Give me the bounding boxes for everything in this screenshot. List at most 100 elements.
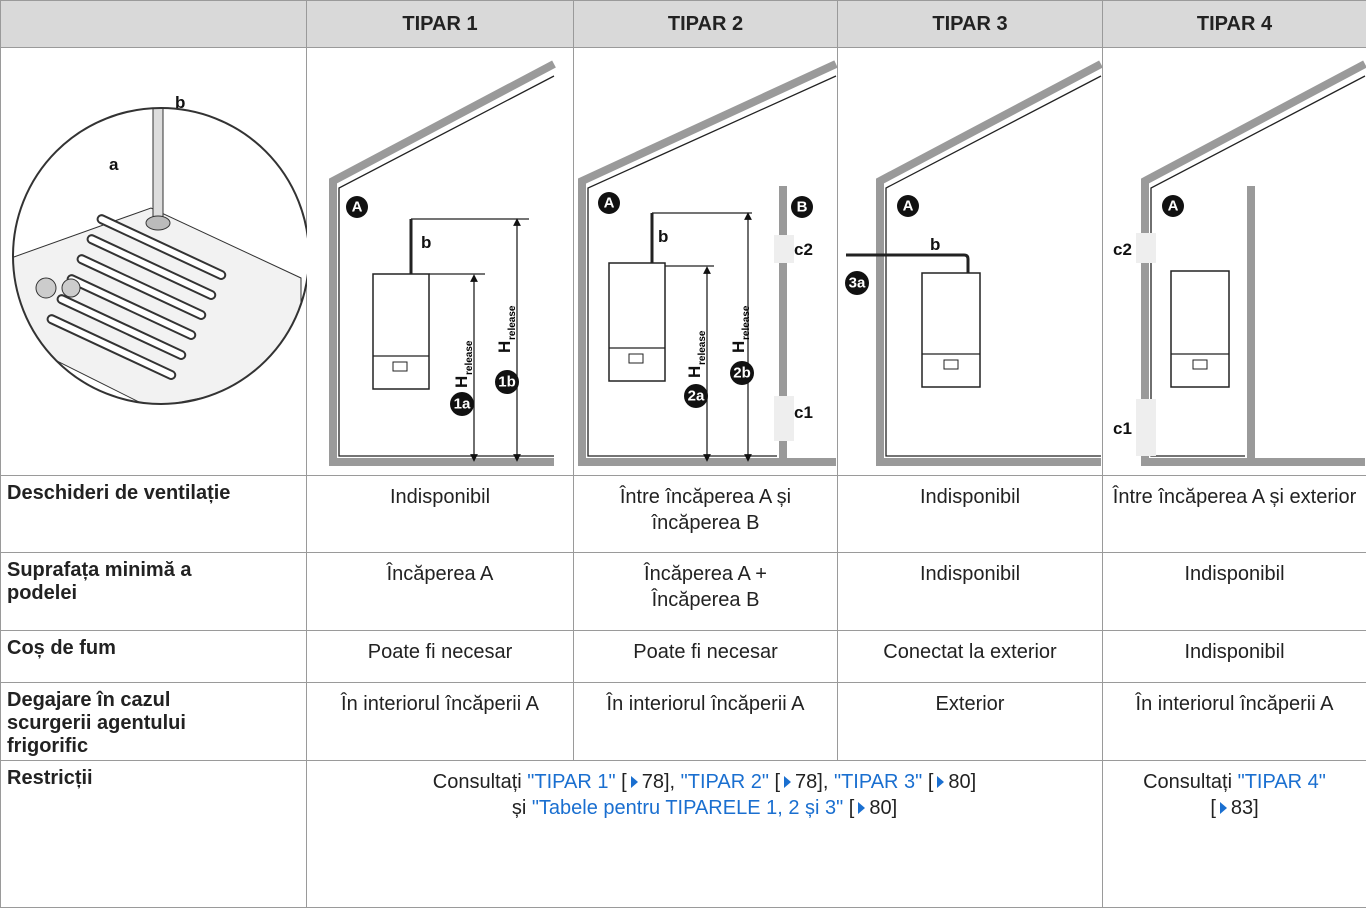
detail-figure: b a [12, 93, 310, 405]
marker-label: 2a [688, 388, 705, 405]
height-label: H [452, 376, 471, 388]
header-cell: TIPAR 3 [837, 0, 1103, 48]
detail-label: b [175, 93, 185, 112]
cell: Între încăperea A și încăperea B [573, 475, 838, 553]
row-label: Degajare în cazul scurgerii agentului fr… [0, 682, 307, 761]
table-row: Restricții Consultați "TIPAR 1" [78], "T… [0, 760, 1366, 908]
height-label: H [685, 366, 704, 378]
ref-icon [858, 802, 866, 814]
row-label-text: Restricții [7, 767, 93, 789]
tipar-3-figure: A b 3a [845, 60, 1103, 466]
vent-label: c2 [794, 240, 813, 259]
restriction-cell: Consultați "TIPAR 4" [83] [1102, 760, 1366, 908]
header-cell: TIPAR 1 [306, 0, 574, 48]
text: [ [1210, 797, 1216, 819]
vent-label: c1 [1113, 419, 1132, 438]
row-label-text: Coș de fum [7, 637, 116, 659]
header-row: TIPAR 1 TIPAR 2 TIPAR 3 TIPAR 4 [0, 0, 1366, 48]
table-row: Suprafața minimă a podelei Încăperea A Î… [0, 552, 1366, 631]
text: ], [663, 771, 681, 793]
link[interactable]: "TIPAR 2" [680, 771, 769, 793]
room-label: B [797, 199, 808, 216]
cell: Indisponibil [837, 552, 1103, 631]
header-cell: TIPAR 4 [1102, 0, 1366, 48]
cell: Exterior [837, 682, 1103, 761]
cell: Poate fi necesar [573, 630, 838, 683]
cell: Indisponibil [1102, 552, 1366, 631]
pipe-label: b [930, 235, 940, 254]
text: Consultați [1143, 771, 1238, 793]
cell: În interiorul încăperii A [306, 682, 574, 761]
text: [ [615, 771, 627, 793]
restriction-cell: Consultați "TIPAR 1" [78], "TIPAR 2" [78… [306, 760, 1103, 908]
tipar-4-figure: A c2 c1 [1113, 60, 1366, 466]
header-cell: TIPAR 2 [573, 0, 838, 48]
page-ref: 83 [1230, 797, 1254, 819]
cell: Încăperea A [306, 552, 574, 631]
text: ] [1253, 797, 1259, 819]
row-label-text: Deschideri de ventilație [7, 482, 231, 504]
link[interactable]: "TIPAR 4" [1237, 771, 1326, 793]
room-label: A [1168, 198, 1179, 215]
text: [ [843, 797, 855, 819]
marker-label: 1a [454, 396, 471, 413]
vent-label: c2 [1113, 240, 1132, 259]
ref-icon [937, 776, 945, 788]
height-label: H [729, 341, 748, 353]
row-label: Restricții [0, 760, 307, 908]
height-sub: release [464, 340, 475, 375]
cell: Încăperea A + Încăperea B [573, 552, 838, 631]
cell: Indisponibil [1102, 630, 1366, 683]
table-row: Coș de fum Poate fi necesar Poate fi nec… [0, 630, 1366, 683]
link[interactable]: "TIPAR 3" [833, 771, 923, 793]
figure-cell: A c2 c1 [1102, 47, 1366, 476]
page-ref: 80 [948, 771, 971, 793]
figure-cell: A b 3a [837, 47, 1103, 476]
ref-icon [784, 776, 792, 788]
page-ref: 80 [869, 797, 892, 819]
ref-icon [630, 776, 638, 788]
page-ref: 78 [641, 771, 664, 793]
pipe-label: b [658, 227, 668, 246]
text: [ [768, 771, 781, 793]
table-row: Deschideri de ventilație Indisponibil În… [0, 475, 1366, 553]
height-sub: release [507, 305, 518, 340]
table-row: Degajare în cazul scurgerii agentului fr… [0, 682, 1366, 761]
marker-label: 1b [498, 374, 516, 391]
row-label-text: Degajare în cazul scurgerii agentului fr… [7, 689, 186, 757]
height-sub: release [697, 330, 708, 365]
height-label: H [495, 341, 514, 353]
ref-icon [1219, 802, 1227, 814]
link[interactable]: "TIPAR 1" [527, 771, 616, 793]
cell: În interiorul încăperii A [1102, 682, 1366, 761]
corner-cell [0, 0, 307, 48]
row-label: Suprafața minimă a podelei [0, 552, 307, 631]
detail-cell: b a [0, 47, 310, 476]
cell: Între încăperea A și exterior [1102, 475, 1366, 553]
room-label: A [352, 199, 363, 216]
room-label: A [903, 198, 914, 215]
vent-label: c1 [794, 403, 813, 422]
marker-label: 3a [849, 275, 866, 292]
text: ], [817, 771, 834, 793]
pipe-label: b [421, 233, 431, 252]
link[interactable]: "Tabele pentru TIPARELE 1, 2 și 3" [531, 797, 844, 819]
room-label: A [604, 195, 615, 212]
page-ref: 78 [795, 771, 818, 793]
marker-label: 2b [733, 365, 751, 382]
cell: Conectat la exterior [837, 630, 1103, 683]
detail-label: a [109, 155, 119, 174]
text: [ [922, 771, 934, 793]
text: Consultați [432, 771, 528, 793]
row-label-text: Suprafața minimă a podelei [7, 559, 192, 604]
cell: Indisponibil [837, 475, 1103, 553]
row-label: Deschideri de ventilație [0, 475, 307, 553]
row-label: Coș de fum [0, 630, 307, 683]
